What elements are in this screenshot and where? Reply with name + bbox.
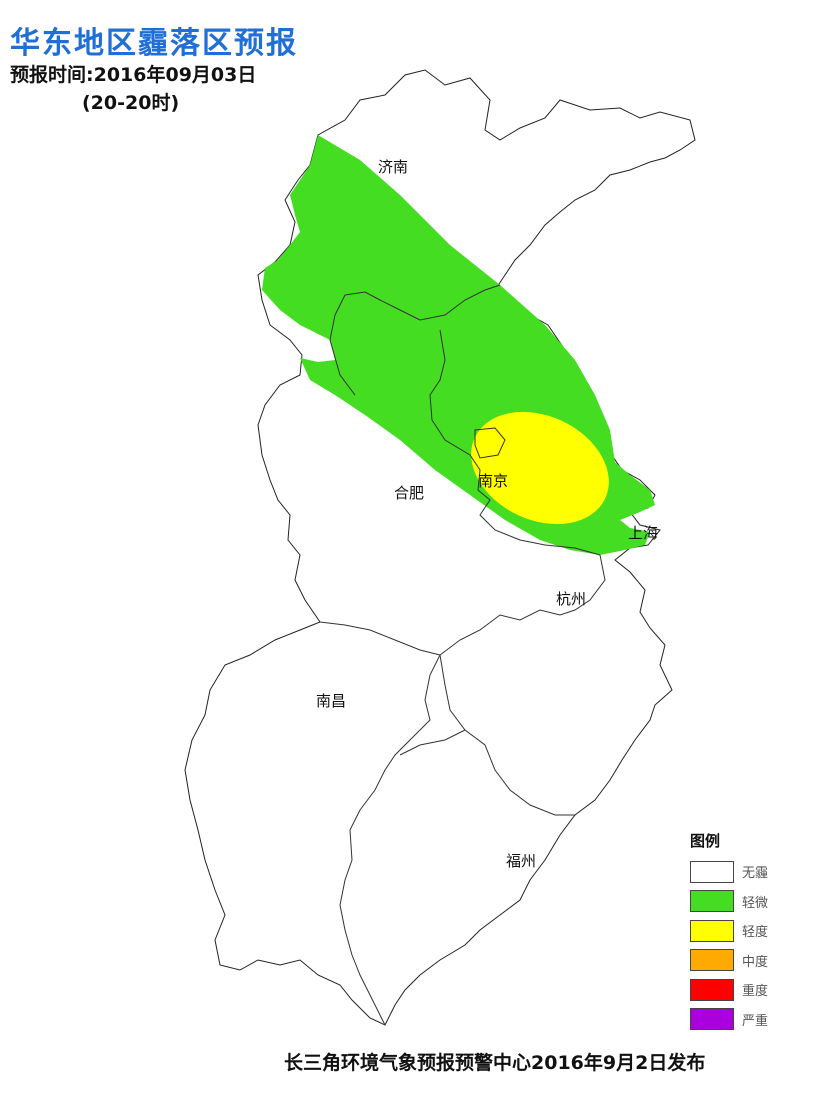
legend-swatch <box>690 978 734 1001</box>
legend-item: 重度 <box>690 975 810 1005</box>
city-label-shanghai: 上海 <box>628 524 658 542</box>
legend-item: 轻微 <box>690 887 810 917</box>
city-label-nanjing: 南京 <box>478 472 508 490</box>
city-label-hangzhou: 杭州 <box>556 590 586 608</box>
map-legend: 图例 无霾 轻微 轻度 中度 重度 严重 <box>690 830 810 1034</box>
legend-swatch <box>690 860 734 883</box>
legend-label: 中度 <box>742 954 769 970</box>
legend-swatch <box>690 890 734 913</box>
city-label-jinan: 济南 <box>378 158 408 176</box>
forecast-time: 预报时间:2016年09月03日 <box>10 64 257 86</box>
legend-item: 无霾 <box>690 857 810 887</box>
forecast-period: (20-20时) <box>82 92 180 114</box>
map-title: 华东地区霾落区预报 <box>10 26 298 61</box>
legend-label: 轻度 <box>742 925 769 941</box>
legend-item: 轻度 <box>690 916 810 946</box>
legend-label: 重度 <box>742 984 769 1000</box>
province-boundaries <box>319 284 606 1026</box>
legend-item: 中度 <box>690 946 810 976</box>
legend-label: 无霾 <box>742 866 769 882</box>
publisher-footer: 长三角环境气象预报预警中心2016年9月2日发布 <box>284 1052 706 1074</box>
legend-swatch <box>690 1008 734 1031</box>
legend-swatch <box>690 949 734 972</box>
legend-label: 严重 <box>742 1013 769 1029</box>
legend-item: 严重 <box>690 1005 810 1035</box>
legend-swatch <box>690 919 734 942</box>
legend-title: 图例 <box>690 832 721 850</box>
legend-label: 轻微 <box>742 895 769 911</box>
city-label-nanchang: 南昌 <box>316 692 346 710</box>
city-label-hefei: 合肥 <box>394 484 424 502</box>
city-label-fuzhou: 福州 <box>506 852 536 870</box>
